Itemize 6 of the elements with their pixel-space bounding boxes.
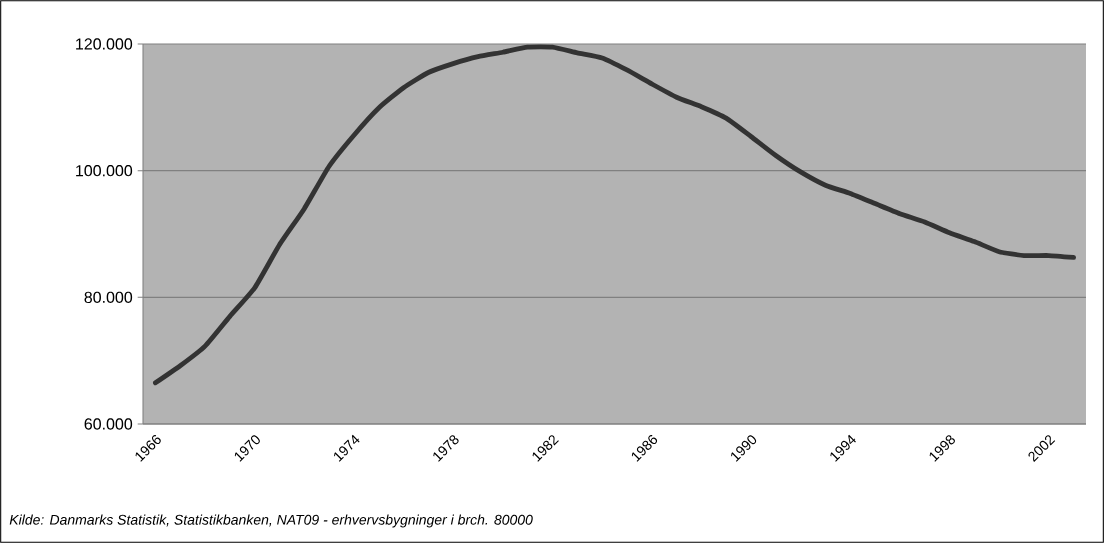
y-tick-label: 60.000 [84, 418, 133, 430]
text: Kilde: Danmarks Statistik, Statistikbanken, NAT09 - erhvervsbygninger i brch. 80000 [9, 514, 533, 528]
y-tick-label: 120.000 [76, 38, 133, 50]
line-series [153, 44, 1076, 386]
y-tick-label: 100.000 [76, 165, 133, 177]
y-tick-label: 80.000 [84, 291, 133, 303]
